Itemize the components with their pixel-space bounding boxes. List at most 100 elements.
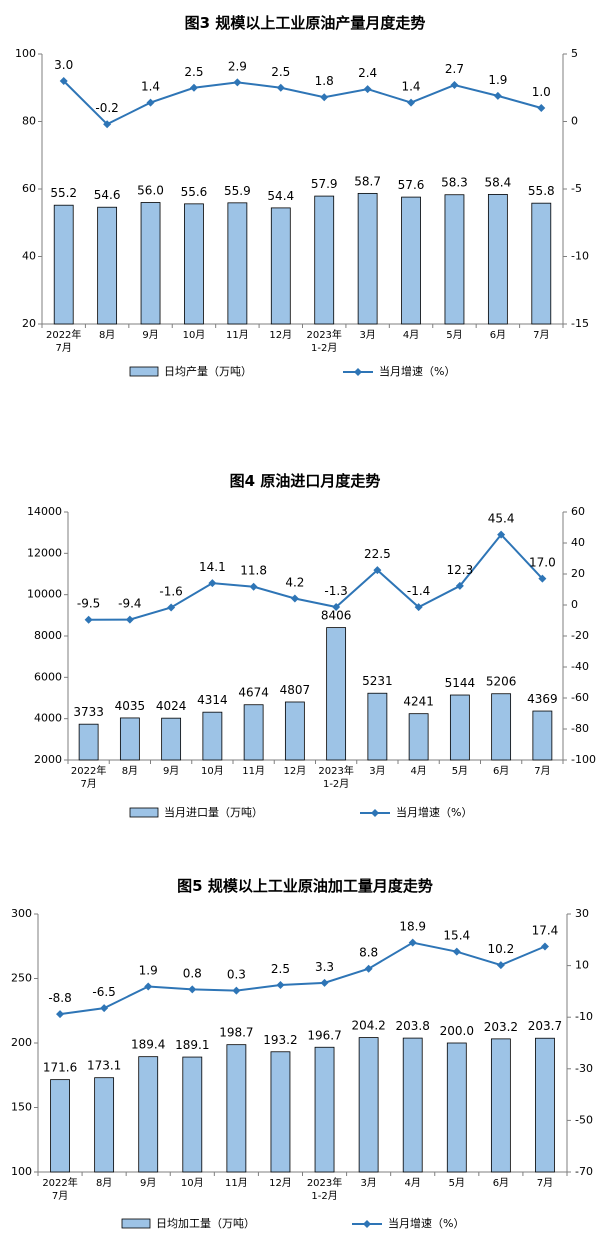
bar [184, 203, 204, 325]
left-tick-label: 100 [15, 47, 36, 60]
bar-value-label: 55.9 [224, 184, 251, 198]
bar-value-label: 55.8 [528, 184, 555, 198]
line-point [363, 85, 372, 94]
bar-value-label: 171.6 [43, 1061, 77, 1075]
line-point [540, 942, 549, 951]
line-point [125, 615, 134, 624]
x-tick-label: 11月 [242, 765, 265, 777]
bar [326, 627, 347, 761]
line-point [249, 582, 258, 591]
chart-svg: 2000 4000 6000 8000 10000 12000 14000 -100 -80 -6… [27, 505, 596, 819]
line-value-label: -9.4 [118, 597, 141, 611]
legend-line-label: 当月增速（%） [379, 364, 455, 378]
growth-line [59, 941, 546, 1016]
legend-bar-label: 日均加工量（万吨） [156, 1217, 255, 1230]
legend-bar-label: 日均产量（万吨） [164, 364, 252, 378]
x-tick-label: 3月 [360, 1177, 376, 1189]
line-point [233, 78, 242, 87]
right-tick-label: 20 [571, 567, 585, 580]
bar [50, 1079, 70, 1173]
line-point [455, 581, 464, 590]
bar-value-label: 58.7 [354, 174, 381, 188]
line-point [407, 98, 416, 107]
left-tick-label: 4000 [34, 712, 62, 725]
line-value-label: 11.8 [240, 564, 267, 578]
x-tick-label: 1-2月 [323, 778, 349, 790]
right-tick-label: -60 [571, 691, 589, 704]
line-point [59, 77, 68, 85]
line-value-label: 2.5 [271, 65, 290, 79]
bar-value-label: 4674 [238, 686, 269, 700]
bar [53, 204, 74, 325]
x-tick-label: 6月 [493, 765, 509, 777]
x-tick-label: 12月 [284, 765, 307, 777]
x-tick-label: 10月 [201, 765, 224, 777]
line-value-label: 2.5 [271, 962, 290, 976]
line-point [189, 83, 198, 92]
line-value-label: 0.8 [183, 966, 202, 980]
bar [94, 1077, 115, 1173]
bar [284, 701, 305, 761]
line-value-label: 15.4 [443, 929, 470, 943]
left-tick-label: 150 [11, 1101, 32, 1114]
x-tick-label: 9月 [142, 329, 158, 341]
bar-value-label: 3733 [73, 705, 104, 719]
line-value-label: 1.8 [315, 74, 334, 88]
line-value-label: 18.9 [399, 920, 426, 934]
legend-line-marker [354, 368, 362, 376]
line-point [103, 120, 112, 129]
x-tick-label: 1-2月 [311, 342, 337, 354]
line-value-label: 3.3 [315, 960, 334, 974]
left-tick-label: 200 [11, 1036, 32, 1049]
line-value-label: -6.5 [92, 985, 115, 999]
bar [487, 193, 508, 325]
x-tick-label: 9月 [140, 1177, 156, 1189]
bar-value-label: 4807 [280, 683, 311, 697]
bar [202, 711, 223, 761]
bar [491, 693, 512, 761]
line-point [84, 615, 93, 624]
line-point [276, 980, 285, 989]
line-value-label: -0.2 [95, 101, 118, 115]
x-tick-label: 2022年 [46, 328, 81, 341]
bar-value-label: 58.3 [441, 176, 468, 190]
line-point [496, 961, 505, 970]
right-tick-label: -80 [571, 722, 589, 735]
bar [227, 202, 248, 325]
legend-bar-swatch [129, 366, 159, 377]
line-value-label: 10.2 [488, 942, 515, 956]
right-tick-label: 0 [571, 598, 578, 611]
chart-title: 图5 规模以上工业原油加工量月度走势 [177, 877, 433, 895]
bar [358, 1037, 379, 1173]
bar-value-label: 189.4 [131, 1038, 165, 1052]
x-tick-label: 12月 [269, 1177, 292, 1189]
legend-line-marker [363, 1220, 371, 1228]
right-tick-label: 10 [575, 959, 589, 972]
line-point [320, 93, 329, 102]
line-value-label: -9.5 [77, 597, 100, 611]
bar [270, 207, 291, 325]
line-value-label: 2.9 [228, 59, 247, 73]
left-tick-label: 80 [22, 115, 36, 128]
line-value-label: -8.8 [48, 991, 71, 1005]
bar [532, 710, 553, 761]
x-tick-label: 3月 [369, 765, 385, 777]
bar-value-label: 203.2 [484, 1020, 518, 1034]
line-value-label: 45.4 [488, 512, 515, 526]
bar [402, 1037, 423, 1173]
x-tick-label: 10月 [183, 329, 206, 341]
bar [490, 1038, 511, 1173]
line-value-label: 1.9 [488, 73, 507, 87]
line-value-label: 22.5 [364, 547, 391, 561]
bar-value-label: 57.9 [311, 177, 338, 191]
line-point [364, 964, 373, 973]
legend-bar-swatch [129, 807, 159, 818]
bar [270, 1051, 291, 1173]
x-tick-label: 5月 [446, 329, 462, 341]
right-tick-label: 60 [571, 505, 585, 518]
line-point [188, 985, 197, 994]
bar-value-label: 4369 [527, 692, 558, 706]
bar-value-label: 4035 [115, 699, 146, 713]
bar-value-label: 5231 [362, 674, 393, 688]
x-tick-label: 2023年 [306, 328, 341, 341]
